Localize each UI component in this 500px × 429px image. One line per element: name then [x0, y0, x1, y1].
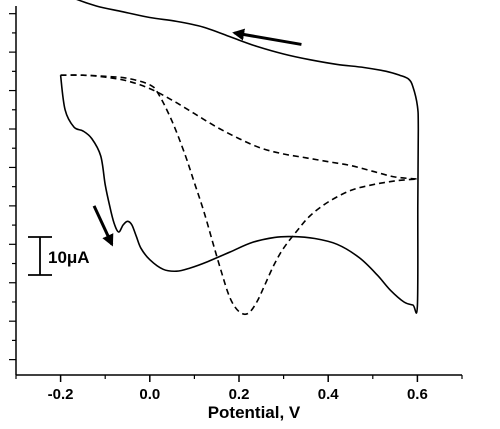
dashed-curve-1 [60, 74, 418, 316]
scan-direction-arrow-down [92, 205, 114, 247]
plot-frame [15, 6, 462, 376]
series-layer [59, 0, 420, 316]
solid-voltammogram-curve [59, 0, 420, 314]
x-axis-ticks [15, 375, 463, 382]
x-tick-label: 0.0 [139, 386, 160, 403]
x-axis-tick-labels: -0.2 0.0 0.2 0.4 0.6 [48, 386, 428, 403]
x-tick-label: 0.6 [407, 386, 428, 403]
x-tick-label: 0.2 [229, 386, 250, 403]
x-tick-label: 0.4 [318, 386, 340, 403]
scale-bar: 10μA [28, 236, 90, 276]
dashed-curve-2 [60, 74, 418, 180]
x-axis-title: Potential, V [208, 403, 301, 422]
arrow-layer [92, 28, 302, 247]
y-axis-ticks [9, 13, 16, 361]
scale-bar-label: 10μA [48, 248, 90, 267]
scan-direction-arrow-up-left [232, 28, 302, 46]
x-tick-label: -0.2 [48, 386, 74, 403]
